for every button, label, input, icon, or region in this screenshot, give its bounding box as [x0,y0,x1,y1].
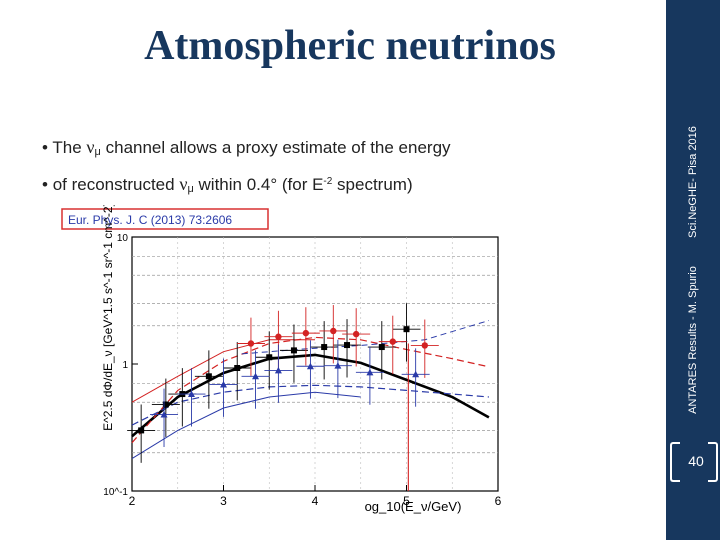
y-tick-label: 1 [122,360,128,371]
bullet-list: • The νμ channel allows a proxy estimate… [42,133,451,204]
bullet-text: The [52,138,87,157]
data-point [247,340,255,347]
data-point [220,380,227,388]
model-curve [131,353,490,438]
page-number: 40 [688,453,704,469]
data-point [366,368,374,376]
x-tick-label: 6 [495,494,502,508]
model-curve [131,384,489,426]
data-point [403,326,410,333]
data-point [290,347,297,354]
bullet-text: spectrum) [332,175,413,194]
conference-label: Sci.NeGHE- Pisa 2016 [687,126,699,239]
page-bracket-left [670,442,680,482]
x-tick-label: 4 [312,494,319,508]
data-point [344,342,351,349]
data-point [205,373,212,380]
data-point [412,370,420,378]
bullet-text: channel allows a proxy estimate of the e… [100,138,451,157]
bullet-item: • of reconstructed νμ within 0.4° (for E… [42,167,451,204]
mu-subscript: μ [94,146,101,158]
data-point [160,411,168,418]
data-point [334,362,342,369]
y-tick-label: 10^-1 [103,487,128,498]
data-point [306,362,314,370]
page-title: Atmospheric neutrinos [144,23,556,69]
data-point [252,372,260,380]
bullet-text: of reconstructed [52,175,180,194]
bullet-text: within 0.4° (for E [193,175,324,194]
data-point [138,427,145,434]
data-point [266,354,273,361]
data-point [234,365,241,372]
bullet-marker: • [42,175,48,194]
x-tick-label: 5 [403,494,410,508]
y-tick-label: 10 [117,233,129,244]
sidebar [666,0,720,540]
data-point [321,344,328,351]
nu-symbol: ν [86,137,95,157]
data-point [389,338,396,345]
data-point [302,329,310,337]
reference-box [61,208,269,230]
data-point [352,330,360,338]
x-axis-label: og_10(E_ν/GeV) [365,499,462,514]
x-tick-label: 3 [220,494,227,508]
mu-subscript: μ [187,183,194,195]
bullet-item: • The νμ channel allows a proxy estimate… [42,133,451,167]
data-point [330,327,337,335]
model-curve [241,320,490,355]
bullet-marker: • [42,138,48,157]
author-label: ANTARES Results - M. Spurio [687,266,699,414]
model-curve [131,339,315,403]
data-point [187,390,195,398]
data-point [275,333,282,340]
x-tick-label: 2 [129,494,136,508]
data-point [378,344,385,351]
data-point [421,342,428,349]
model-curve [131,336,490,444]
page-bracket-right [708,442,718,482]
model-curve [131,391,361,460]
data-point [162,401,169,408]
data-point [274,366,282,374]
flux-chart: Eur. Phys. J. C (2013) 73:2606 E^2.5 dΦ/… [61,205,502,514]
y-axis-label: E^2.5 dΦ/dE_ν [GeV^1.5 s^-1 sr^-1 cm^-2] [101,205,115,431]
exponent: -2 [323,176,333,187]
reference-label: Eur. Phys. J. C (2013) 73:2606 [68,213,232,227]
nu-symbol: ν [179,174,188,194]
